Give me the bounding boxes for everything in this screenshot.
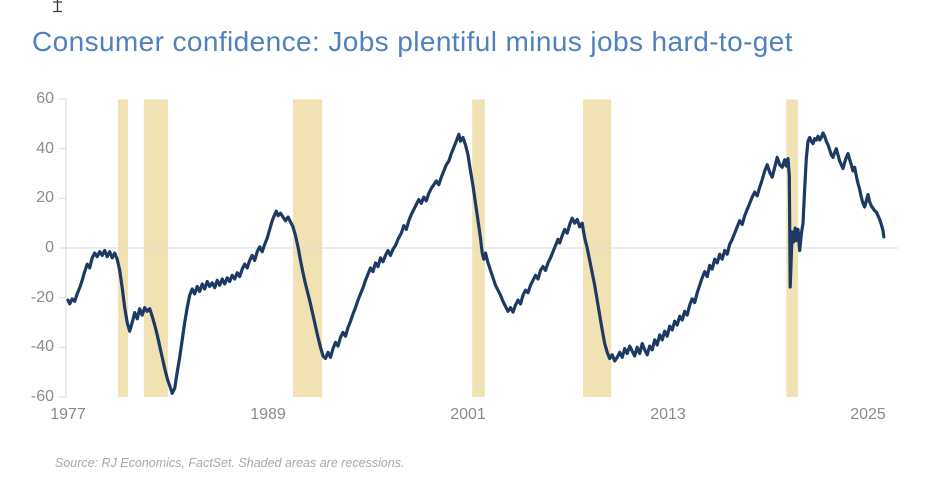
y-axis-label: 40 — [36, 139, 54, 157]
y-axis-label: -40 — [30, 338, 54, 356]
y-axis-label: 60 — [36, 90, 54, 107]
y-axis-label: 0 — [45, 239, 54, 256]
source-note: Source: RJ Economics, FactSet. Shaded ar… — [55, 456, 405, 470]
x-axis-label: 2013 — [650, 406, 686, 423]
y-axis-label: 20 — [36, 189, 54, 207]
chart-title: Consumer confidence: Jobs plentiful minu… — [32, 26, 793, 57]
confidence-line — [66, 131, 886, 395]
y-axis-label: -60 — [30, 388, 54, 405]
x-axis-label: 1989 — [250, 406, 286, 423]
text-cursor-icon — [53, 0, 62, 13]
x-axis-label: 2001 — [450, 406, 486, 423]
x-axis-label: 1977 — [50, 406, 86, 423]
y-axis-label: -20 — [30, 288, 54, 306]
x-axis-label: 2025 — [850, 406, 886, 423]
